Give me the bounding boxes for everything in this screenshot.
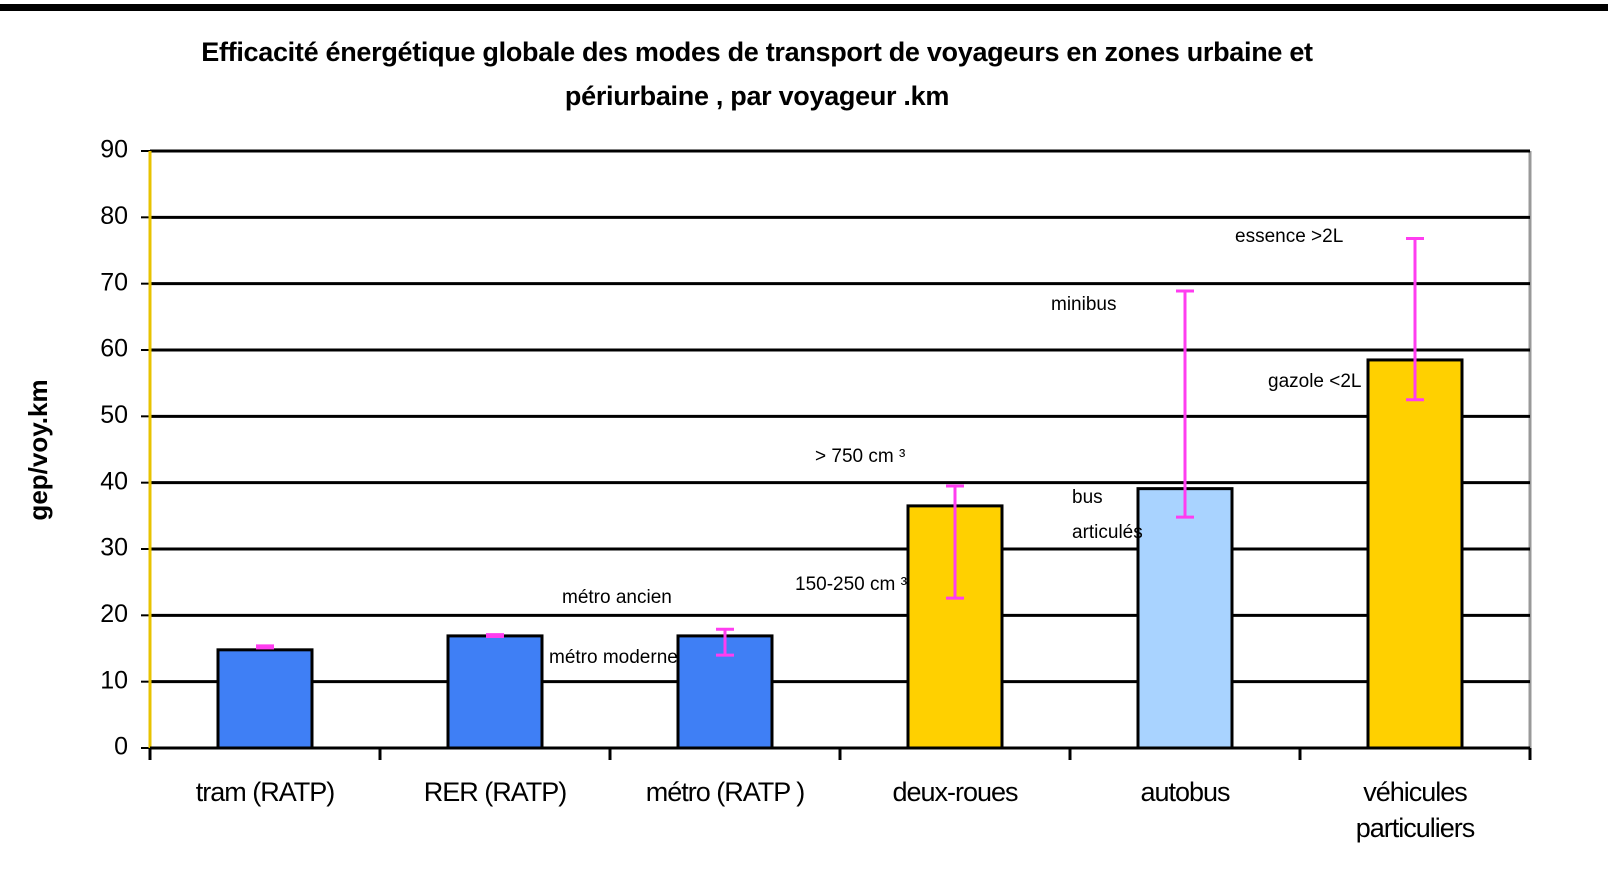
x-tick-label: véhicules particuliers	[1355, 777, 1476, 843]
annotation: minibus	[1051, 294, 1116, 315]
y-tick-label: 50	[100, 401, 128, 429]
y-tick-label: 60	[100, 335, 128, 363]
y-tick-label: 70	[100, 268, 128, 296]
error-bar	[1176, 289, 1194, 519]
error-bar	[716, 627, 734, 657]
bar	[216, 648, 314, 750]
top-rule	[0, 4, 1608, 11]
y-tick-label: 30	[100, 534, 128, 562]
y-axis-label: gep/voy.km	[23, 379, 53, 520]
annotation: gazole <2L	[1268, 371, 1362, 392]
error-bar	[256, 644, 274, 650]
annotation: 150-250 cm ³	[795, 574, 907, 595]
x-tick-label: deux-roues	[892, 777, 1018, 807]
annotation: articulés	[1072, 522, 1143, 543]
y-tick-label: 80	[100, 202, 128, 230]
x-tick-label: tram (RATP)	[195, 777, 336, 807]
annotation: essence >2L	[1235, 226, 1343, 247]
bar	[1136, 487, 1234, 750]
bar	[446, 634, 544, 750]
error-bar	[1406, 237, 1424, 402]
x-tick-label: RER (RATP)	[423, 777, 568, 807]
y-tick-label: 10	[100, 666, 128, 694]
y-tick-label: 40	[100, 467, 128, 495]
bar	[1366, 358, 1464, 750]
x-tick-label: autobus	[1140, 777, 1230, 807]
y-tick-label: 20	[100, 600, 128, 628]
annotation: bus	[1072, 487, 1103, 508]
error-bar	[946, 484, 964, 600]
y-tick-label: 0	[114, 733, 128, 761]
chart-title: Efficacité énergétique globale des modes…	[201, 37, 1313, 111]
annotation: métro ancien	[562, 587, 672, 608]
annotation: métro moderne	[549, 647, 678, 668]
y-tick-label: 90	[100, 136, 128, 164]
x-tick-label: métro (RATP )	[645, 777, 806, 807]
error-bar	[486, 633, 504, 639]
annotation: > 750 cm ³	[815, 446, 905, 467]
